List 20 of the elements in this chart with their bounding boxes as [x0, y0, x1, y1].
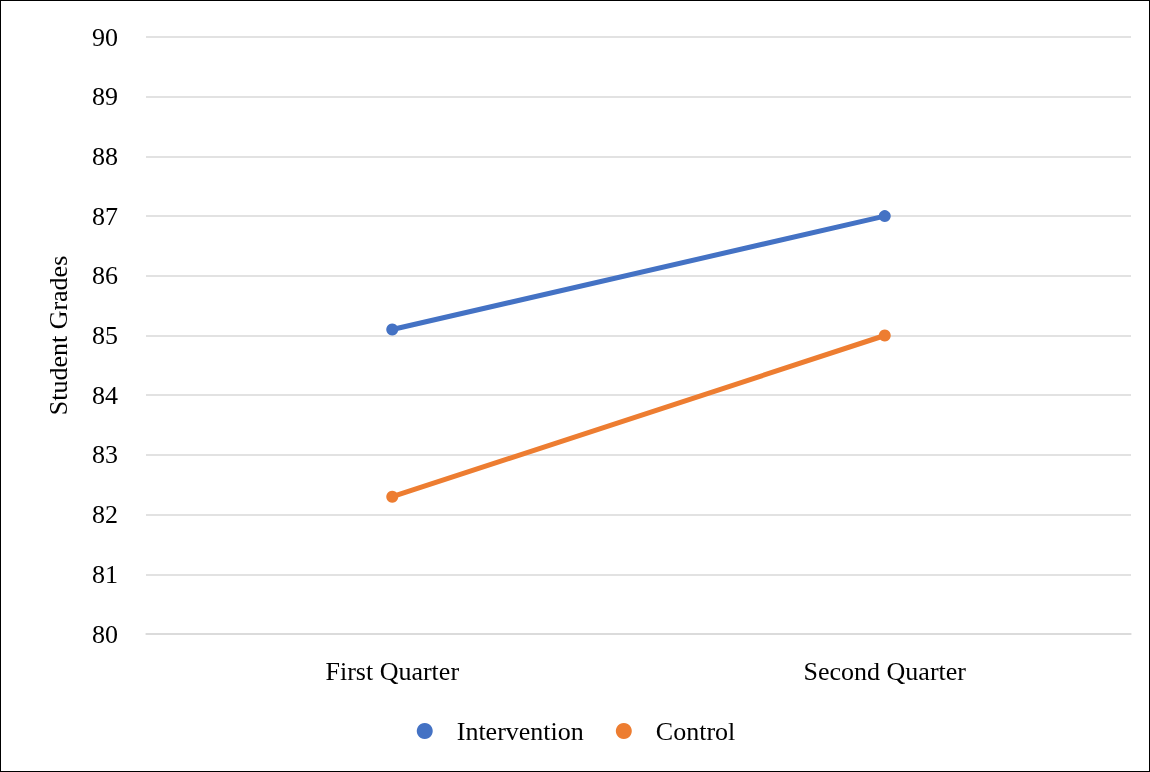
point	[386, 323, 399, 336]
y-tick-label: 85	[92, 321, 118, 350]
y-tick-label: 88	[92, 141, 118, 171]
legend-label: Intervention	[456, 716, 584, 746]
x-tick-label: First Quarter	[325, 656, 460, 686]
y-tick-label: 83	[92, 440, 118, 470]
y-tick-label: 81	[92, 559, 118, 589]
point	[878, 329, 891, 342]
y-tick-label: 86	[92, 261, 118, 291]
y-tick-label: 80	[92, 619, 118, 649]
y-tick-label: 89	[92, 82, 118, 112]
legend-label: Control	[655, 716, 736, 746]
x-tick-label: Second Quarter	[803, 656, 967, 686]
y-tick-label: 90	[92, 22, 118, 52]
point	[386, 490, 399, 503]
y-tick-label: 87	[92, 201, 118, 231]
point	[878, 210, 891, 223]
y-tick-label: 84	[92, 380, 118, 410]
y-axis-title: Student Grades	[43, 255, 73, 416]
y-tick-label: 82	[92, 500, 118, 530]
